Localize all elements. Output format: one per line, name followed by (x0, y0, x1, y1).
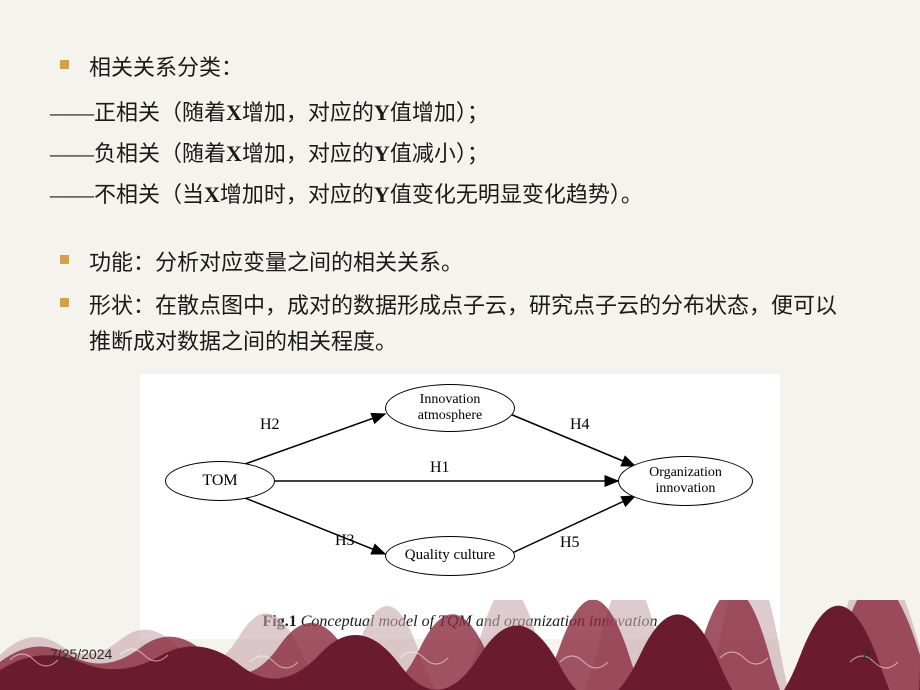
node-tom: TOM (165, 461, 275, 501)
footer-date: 7/25/2024 (50, 646, 112, 662)
sub-line-3: ——不相关（当X增加时，对应的Y值变化无明显变化趋势）。 (50, 175, 870, 216)
bullet-text: 功能：分析对应变量之间的相关关系。 (89, 245, 463, 280)
bullet-text: 相关关系分类： (89, 50, 243, 85)
edge-label-h3: H3 (335, 532, 355, 550)
square-bullet-icon (60, 255, 69, 264)
bullet-text: 形状：在散点图中，成对的数据形成点子云，研究点子云的分布状态，便可以推断成对数据… (89, 288, 849, 358)
bullet-item-3: 形状：在散点图中，成对的数据形成点子云，研究点子云的分布状态，便可以推断成对数据… (50, 288, 870, 358)
edge-label-h1: H1 (430, 459, 450, 477)
square-bullet-icon (60, 60, 69, 69)
node-quality-culture: Quality culture (385, 536, 515, 576)
bullet-item-2: 功能：分析对应变量之间的相关关系。 (50, 245, 870, 280)
square-bullet-icon (60, 298, 69, 307)
diagram-caption: Fig.1 Conceptual model of TQM and organi… (140, 613, 780, 631)
footer-page-number: 2 (862, 646, 870, 662)
concept-diagram: TOM Innovation atmosphere Quality cultur… (140, 374, 780, 639)
edge-label-h4: H4 (570, 416, 590, 434)
edge-label-h5: H5 (560, 534, 580, 552)
sub-line-1: ——正相关（随着X增加，对应的Y值增加）； (50, 93, 870, 134)
edge-label-h2: H2 (260, 416, 280, 434)
slide: 相关关系分类： ——正相关（随着X增加，对应的Y值增加）； ——负相关（随着X增… (0, 0, 920, 690)
node-innovation-atmosphere: Innovation atmosphere (385, 384, 515, 432)
node-organization-innovation: Organization innovation (618, 456, 753, 506)
sub-line-2: ——负相关（随着X增加，对应的Y值减小）； (50, 134, 870, 175)
bullet-item-1: 相关关系分类： (50, 50, 870, 85)
